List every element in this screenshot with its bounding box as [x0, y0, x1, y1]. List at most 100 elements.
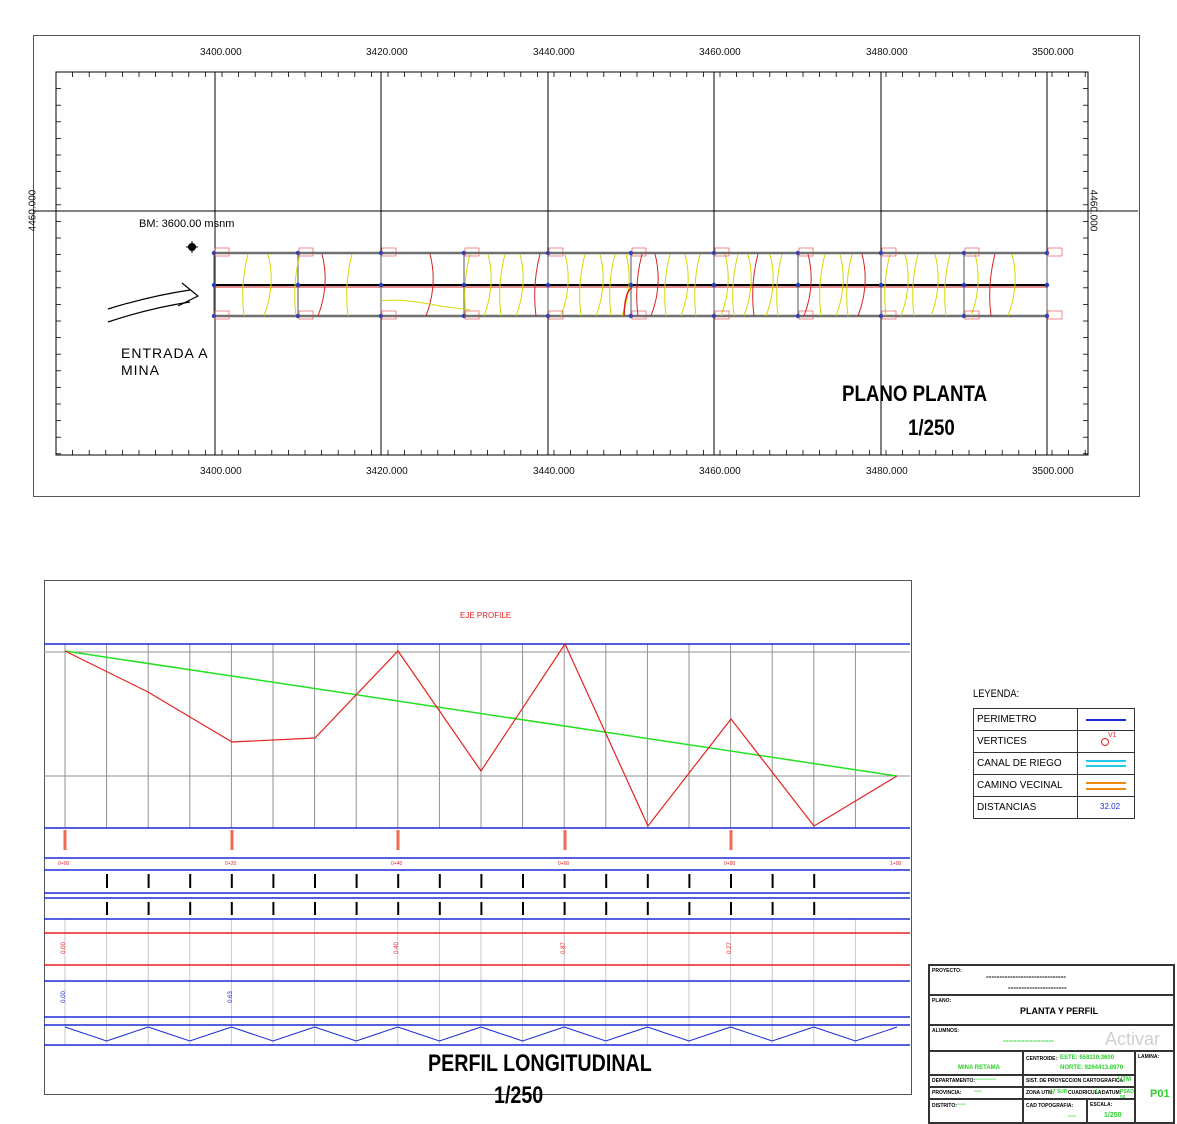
profile-view-frame [44, 580, 912, 1095]
vertex-tag [298, 247, 314, 257]
legend-row-perimeter: PERIMETRO [974, 709, 1134, 731]
contour-line [317, 253, 326, 317]
tb-norte: NORTE: 9264413.8970 [1060, 1065, 1124, 1071]
contour-line [835, 253, 844, 317]
legend-name: CANAL DE RIEGO [974, 753, 1078, 774]
tb-datum-value: PSAD 56 [1120, 1089, 1134, 1099]
tb-lamina-label: LAMINA: [1138, 1054, 1160, 1060]
contour-line [900, 253, 909, 317]
tb-proyecto-line2: ---------------------- [1008, 983, 1067, 992]
vertex-tag [381, 310, 397, 320]
contour-line [776, 253, 783, 317]
contour-line [425, 253, 434, 317]
station-label-1: 0+00 [58, 861, 70, 867]
vertex-tag [214, 310, 230, 320]
contour-line [743, 253, 752, 317]
plan-scale: 1/250 [908, 415, 955, 440]
tb-escala-label: ESCALA: [1090, 1102, 1113, 1108]
contour-line [263, 253, 272, 317]
station-mark [230, 830, 234, 850]
legend-row-camino: CAMINO VECINAL [974, 775, 1134, 797]
profile-slope-triangles [64, 1026, 898, 1042]
vertex-point [378, 282, 384, 288]
vertex-tag [548, 247, 564, 257]
tb-provincia-label: PROVINCIA: [932, 1090, 962, 1096]
x-tick-top-1: 3400.000 [200, 47, 242, 58]
vertex-tag [714, 247, 730, 257]
blue-value-1: 0.00 [60, 991, 67, 1003]
contour-line [819, 253, 826, 317]
station-label-3: 0+40 [391, 861, 403, 867]
profile-station-dashes [106, 874, 816, 915]
tb-zona-value: 17 SUR [1050, 1089, 1068, 1095]
plan-title: PLANO PLANTA [842, 381, 988, 406]
contour-line [803, 253, 812, 317]
contour-line [499, 253, 506, 317]
legend-row-distances: DISTANCIAS 32.02 [974, 797, 1134, 818]
profile-red-bands [44, 932, 910, 966]
x-tick-bottom-6: 3500.000 [1032, 466, 1074, 477]
slope-triangle [480, 1026, 565, 1042]
vertex-point [545, 282, 551, 288]
tb-proyecto: PROYECTO: ------------------------------… [929, 965, 1174, 995]
contour-line [294, 253, 301, 317]
station-label-2: 0+20 [225, 861, 237, 867]
tb-cuadricula-label: CUADRICULA: [1068, 1090, 1103, 1096]
vertex-tag [1047, 310, 1063, 320]
vertex-point [878, 282, 884, 288]
tb-distrito: DISTRITO: ----- [929, 1099, 1023, 1123]
profile-title: PERFIL LONGITUDINAL [428, 1050, 652, 1077]
slope-triangle [64, 1026, 149, 1042]
vertex-point [961, 250, 967, 256]
slope-triangle [397, 1026, 482, 1042]
profile-view-svg [44, 642, 910, 1046]
vertex-point [795, 282, 801, 288]
benchmark-label: BM: 3600.00 msnm [139, 218, 235, 230]
profile-vertical-marks [63, 830, 733, 850]
tb-zona: ZONA UTM: 17 SUR CUADRICULA: L DATUM: PS… [1023, 1087, 1135, 1099]
contour-line [346, 253, 353, 317]
contour-line [579, 253, 586, 317]
contour-line [857, 253, 866, 317]
legend-table: PERIMETRO VERTICES V1 CANAL DE RIEGO CAM… [973, 708, 1135, 819]
contour-line [944, 253, 951, 317]
vertex-tag [1047, 247, 1063, 257]
tb-provincia-value: ---- [974, 1089, 982, 1095]
tb-mina: MINA RETAMA [929, 1051, 1023, 1075]
tb-escala: ESCALA: 1/250 [1087, 1099, 1135, 1123]
contour-line [650, 253, 659, 317]
slope-triangle [647, 1026, 731, 1042]
vertex-point [1044, 282, 1050, 288]
station-mark [396, 830, 400, 850]
distance-sample: 32.02 [1100, 802, 1121, 811]
x-tick-bottom-4: 3460.000 [699, 466, 741, 477]
legend-row-vertices: VERTICES V1 [974, 731, 1134, 753]
contour-line [912, 253, 919, 317]
slope-triangle [813, 1026, 898, 1042]
entrance-label-line2: MINA [121, 362, 160, 378]
red-value-3: 0.87 [560, 942, 567, 954]
tb-mina-name: MINA RETAMA [958, 1065, 1000, 1071]
cyan-double-line-icon [1078, 753, 1134, 774]
vertex-point [295, 282, 301, 288]
vertex-tag [798, 247, 814, 257]
contour-line [1007, 253, 1016, 317]
vertex-point [711, 282, 717, 288]
vertex-point [628, 282, 634, 288]
profile-grid-verticals [64, 644, 856, 1045]
blue-value-2: 0.63 [227, 991, 234, 1003]
contour-line [560, 253, 569, 317]
contour-line [989, 253, 996, 317]
tb-distrito-label: DISTRITO: [932, 1103, 957, 1109]
profile-band-lines [44, 643, 910, 1046]
vertex-tag [631, 310, 647, 320]
x-tick-top-2: 3420.000 [366, 47, 408, 58]
contour-line [930, 253, 939, 317]
vertex-tag [381, 247, 397, 257]
x-tick-bottom-5: 3480.000 [866, 466, 908, 477]
tb-escala-value: 1/250 [1104, 1112, 1122, 1119]
tb-sist-value: UTM [1118, 1077, 1131, 1083]
contour-line [752, 253, 759, 317]
contour-line [694, 253, 701, 317]
tb-cad: CAD TOPOGRAFIA: ---- [1023, 1099, 1087, 1123]
